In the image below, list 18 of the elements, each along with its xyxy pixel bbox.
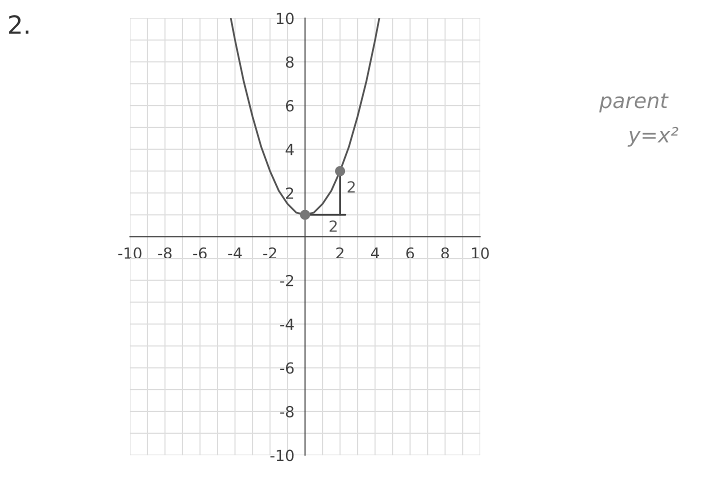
y-tick-label: 8: [286, 56, 294, 68]
x-tick-label: 10: [472, 247, 489, 259]
y-tick-label: 2: [286, 187, 294, 199]
annotation: 2: [330, 220, 337, 232]
y-tick-label: -10: [270, 450, 294, 462]
annotation: 2: [348, 181, 355, 192]
y-tick-label: -4: [280, 318, 294, 330]
y-tick-label: -8: [280, 406, 294, 418]
y-tick-label: -6: [280, 362, 294, 374]
y-tick-label: 10: [276, 12, 294, 24]
text: y=x²: [628, 126, 678, 147]
y-tick-label: -2: [280, 274, 294, 286]
x-tick-label: -4: [228, 248, 242, 259]
x-tick-label: 4: [370, 248, 380, 259]
y-tick-label: 6: [286, 100, 294, 112]
y-tick-label: 4: [286, 144, 294, 156]
chart-title: 2.: [9, 15, 28, 34]
text: parent: [599, 93, 669, 112]
